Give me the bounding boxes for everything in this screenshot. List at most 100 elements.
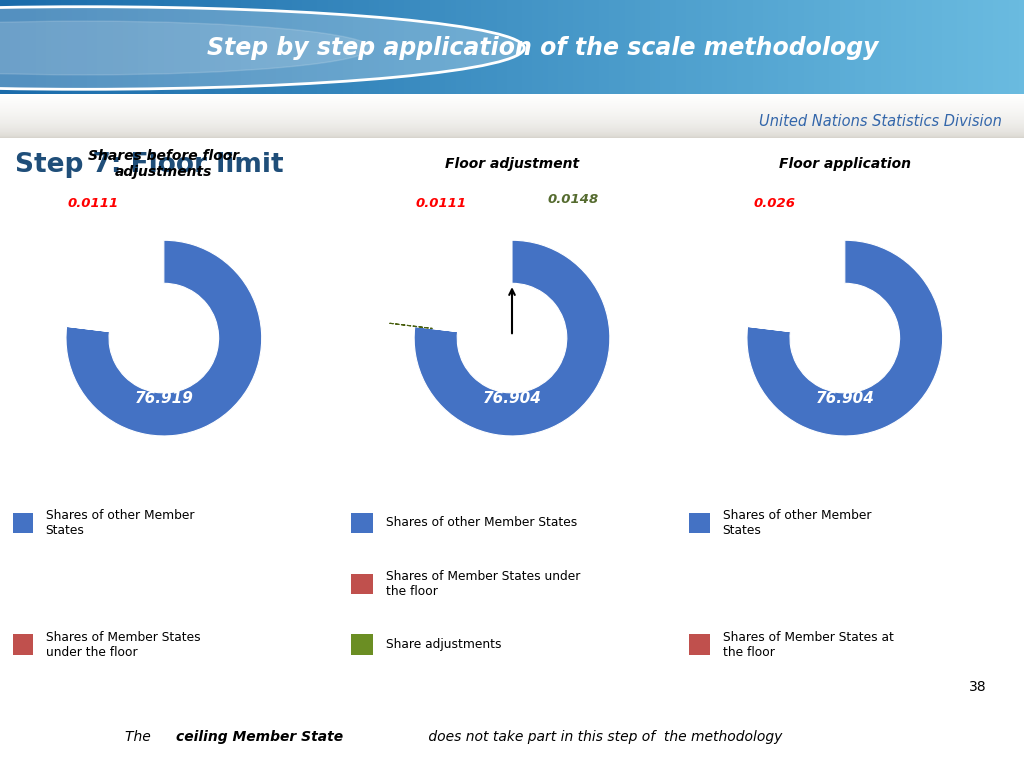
- Bar: [630, 0, 637, 96]
- Bar: [358, 0, 366, 96]
- Text: Step 7: Floor limit: Step 7: Floor limit: [15, 151, 284, 177]
- Bar: [384, 0, 391, 96]
- Bar: [328, 0, 335, 96]
- Bar: [333, 0, 340, 96]
- Bar: [481, 0, 488, 96]
- Bar: [236, 0, 243, 96]
- Text: Shares of other Member
States: Shares of other Member States: [723, 509, 871, 537]
- Bar: [20, 0, 28, 96]
- Bar: [978, 0, 985, 96]
- Bar: [317, 0, 325, 96]
- Bar: [788, 0, 796, 96]
- Bar: [138, 0, 145, 96]
- Bar: [512, 0, 519, 96]
- Bar: [159, 0, 166, 96]
- Bar: [676, 0, 683, 96]
- Bar: [548, 0, 555, 96]
- Bar: [338, 0, 345, 96]
- Bar: [906, 0, 913, 96]
- Bar: [732, 0, 739, 96]
- Bar: [46, 0, 53, 96]
- Bar: [896, 0, 903, 96]
- Bar: [351, 574, 373, 594]
- Bar: [620, 0, 627, 96]
- Bar: [911, 0, 919, 96]
- Bar: [517, 0, 524, 96]
- Bar: [563, 0, 570, 96]
- Bar: [625, 0, 632, 96]
- Bar: [72, 0, 79, 96]
- Bar: [773, 0, 780, 96]
- Text: Shares of Member States at
the floor: Shares of Member States at the floor: [723, 631, 894, 658]
- Bar: [13, 513, 33, 533]
- Text: 76.904: 76.904: [482, 391, 542, 406]
- Bar: [128, 0, 135, 96]
- Bar: [502, 0, 509, 96]
- Bar: [666, 0, 673, 96]
- Bar: [51, 0, 58, 96]
- Bar: [241, 0, 248, 96]
- Bar: [297, 0, 304, 96]
- Bar: [394, 0, 401, 96]
- Bar: [420, 0, 427, 96]
- Text: Floor application: Floor application: [779, 157, 910, 171]
- Bar: [220, 0, 227, 96]
- Bar: [476, 0, 483, 96]
- Bar: [67, 0, 74, 96]
- Wedge shape: [389, 323, 432, 329]
- Text: United Nations Statistics Division: United Nations Statistics Division: [759, 114, 1001, 129]
- Bar: [256, 0, 263, 96]
- Bar: [389, 0, 396, 96]
- Bar: [92, 0, 99, 96]
- Bar: [712, 0, 719, 96]
- Bar: [942, 0, 949, 96]
- Bar: [681, 0, 688, 96]
- Bar: [865, 0, 872, 96]
- Bar: [456, 0, 463, 96]
- Bar: [410, 0, 417, 96]
- Bar: [804, 0, 811, 96]
- Bar: [266, 0, 273, 96]
- Bar: [963, 0, 970, 96]
- Text: 0.0148: 0.0148: [547, 193, 598, 206]
- Text: 76.919: 76.919: [134, 391, 194, 406]
- Bar: [814, 0, 821, 96]
- Text: 76.904: 76.904: [815, 391, 874, 406]
- Bar: [164, 0, 171, 96]
- Bar: [113, 0, 120, 96]
- Bar: [348, 0, 355, 96]
- Bar: [312, 0, 319, 96]
- Text: 38: 38: [969, 680, 987, 694]
- Bar: [143, 0, 151, 96]
- Bar: [200, 0, 207, 96]
- Bar: [251, 0, 258, 96]
- Bar: [497, 0, 504, 96]
- Bar: [758, 0, 765, 96]
- Bar: [584, 0, 591, 96]
- Bar: [870, 0, 878, 96]
- Bar: [323, 0, 330, 96]
- Bar: [973, 0, 980, 96]
- Bar: [154, 0, 161, 96]
- Bar: [210, 0, 217, 96]
- Text: Share adjustments: Share adjustments: [386, 638, 502, 651]
- Text: ceiling Member State: ceiling Member State: [176, 730, 343, 744]
- Bar: [5, 0, 12, 96]
- Text: 0.0111: 0.0111: [68, 197, 119, 210]
- Bar: [686, 0, 693, 96]
- Bar: [97, 0, 104, 96]
- Bar: [41, 0, 48, 96]
- Bar: [876, 0, 883, 96]
- Bar: [650, 0, 657, 96]
- Bar: [993, 0, 1000, 96]
- Bar: [809, 0, 816, 96]
- Bar: [799, 0, 806, 96]
- Bar: [845, 0, 852, 96]
- Bar: [302, 0, 309, 96]
- Bar: [169, 0, 176, 96]
- Bar: [614, 0, 622, 96]
- Bar: [737, 0, 744, 96]
- Bar: [543, 0, 550, 96]
- Text: Shares of Member States under
the floor: Shares of Member States under the floor: [386, 570, 581, 598]
- Bar: [829, 0, 837, 96]
